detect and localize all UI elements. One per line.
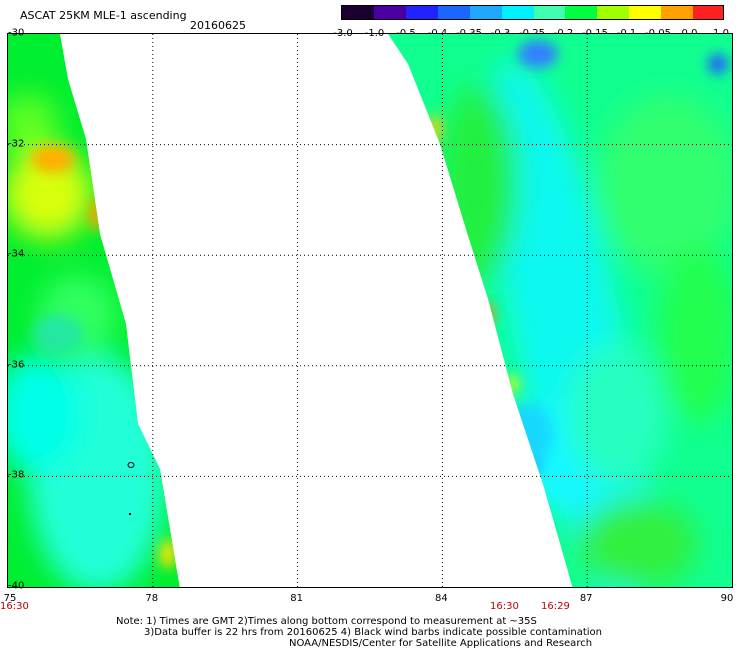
colorbar-segment — [501, 6, 535, 19]
colorbar-segment — [342, 6, 375, 19]
latitude-label: -32 — [8, 138, 25, 150]
latitude-label: -30 — [8, 27, 25, 39]
colorbar-segment — [469, 6, 503, 19]
longitude-label: 90 — [720, 593, 734, 604]
colorbar-segment — [597, 6, 631, 19]
colorbar-segment — [661, 6, 695, 19]
graticule — [8, 34, 732, 587]
time-label-swath2-left: 16:30 — [490, 601, 519, 612]
time-label-left: 16:30 — [0, 601, 29, 612]
map-svg — [8, 34, 732, 587]
map-date: 20160625 — [190, 19, 246, 32]
colorbar-segment — [405, 6, 439, 19]
colorbar-segment — [693, 6, 723, 19]
colorbar-segment — [533, 6, 567, 19]
swath-left — [8, 34, 180, 587]
map-plot-area — [7, 33, 733, 588]
latitude-label: -36 — [8, 359, 25, 371]
latitude-label: -34 — [8, 248, 25, 260]
longitude-label: 84 — [435, 593, 448, 604]
colorbar — [341, 5, 724, 20]
map-title: ASCAT 25KM MLE-1 ascending — [20, 9, 187, 22]
colorbar-segment — [437, 6, 471, 19]
latitude-label: -40 — [8, 580, 25, 592]
note-line-3: NOAA/NESDIS/Center for Satellite Applica… — [289, 638, 593, 649]
longitude-label: 78 — [145, 593, 159, 604]
swath-right — [388, 34, 732, 587]
colorbar-segment — [373, 6, 407, 19]
note-line-2: 3)Data buffer is 22 hrs from 20160625 4)… — [144, 627, 602, 638]
latitude-label: -38 — [8, 469, 25, 481]
time-label-swath2-right: 16:29 — [541, 601, 570, 612]
note-line-1: Note: 1) Times are GMT 2)Times along bot… — [116, 616, 537, 627]
longitude-label: 81 — [290, 593, 303, 604]
colorbar-segment — [565, 6, 599, 19]
longitude-label: 87 — [579, 593, 593, 604]
contamination-dot — [129, 513, 131, 515]
wind-barb-marker — [127, 462, 135, 468]
colorbar-segment — [629, 6, 663, 19]
longitude-label: 75 — [3, 593, 17, 604]
